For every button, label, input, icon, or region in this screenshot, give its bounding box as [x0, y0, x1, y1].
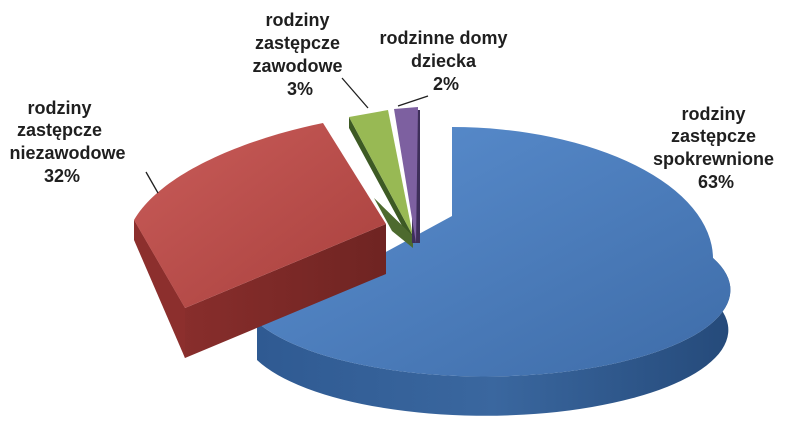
label-niezawodowe: rodziny zastępcze niezawodowe 32%: [9, 98, 130, 186]
label-spokrewnione: rodziny zastępcze spokrewnione 63%: [653, 104, 779, 192]
slice-niezawodowe-front: [134, 220, 185, 358]
slice-domy-dziecka: [394, 107, 418, 243]
slice-niezawodowe-side: [134, 220, 386, 358]
label-zawodowe: rodziny zastępcze zawodowe 3%: [252, 10, 347, 99]
slice-zawodowe: [349, 110, 413, 236]
leader-line-niezawodowe: [145, 171, 159, 194]
leader-line-domy-dziecka: [397, 95, 429, 107]
label-domy-dziecka: rodzinne domy dziecka 2%: [379, 28, 512, 94]
slice-spokrewnione: [257, 127, 731, 377]
slice-zawodowe-front: [374, 198, 413, 248]
slice-zawodowe-side: [349, 117, 413, 246]
slice-spokrewnione-side: [257, 258, 731, 416]
leader-line-zawodowe: [341, 77, 369, 109]
slice-niezawodowe: [134, 123, 386, 308]
